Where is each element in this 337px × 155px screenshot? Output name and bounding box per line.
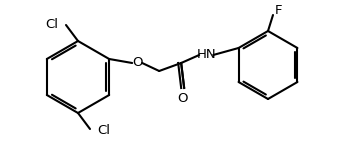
Text: Cl: Cl xyxy=(45,18,59,31)
Text: O: O xyxy=(132,57,143,69)
Text: F: F xyxy=(274,4,282,18)
Text: HN: HN xyxy=(196,49,216,62)
Text: O: O xyxy=(177,93,187,106)
Text: Cl: Cl xyxy=(97,124,111,137)
